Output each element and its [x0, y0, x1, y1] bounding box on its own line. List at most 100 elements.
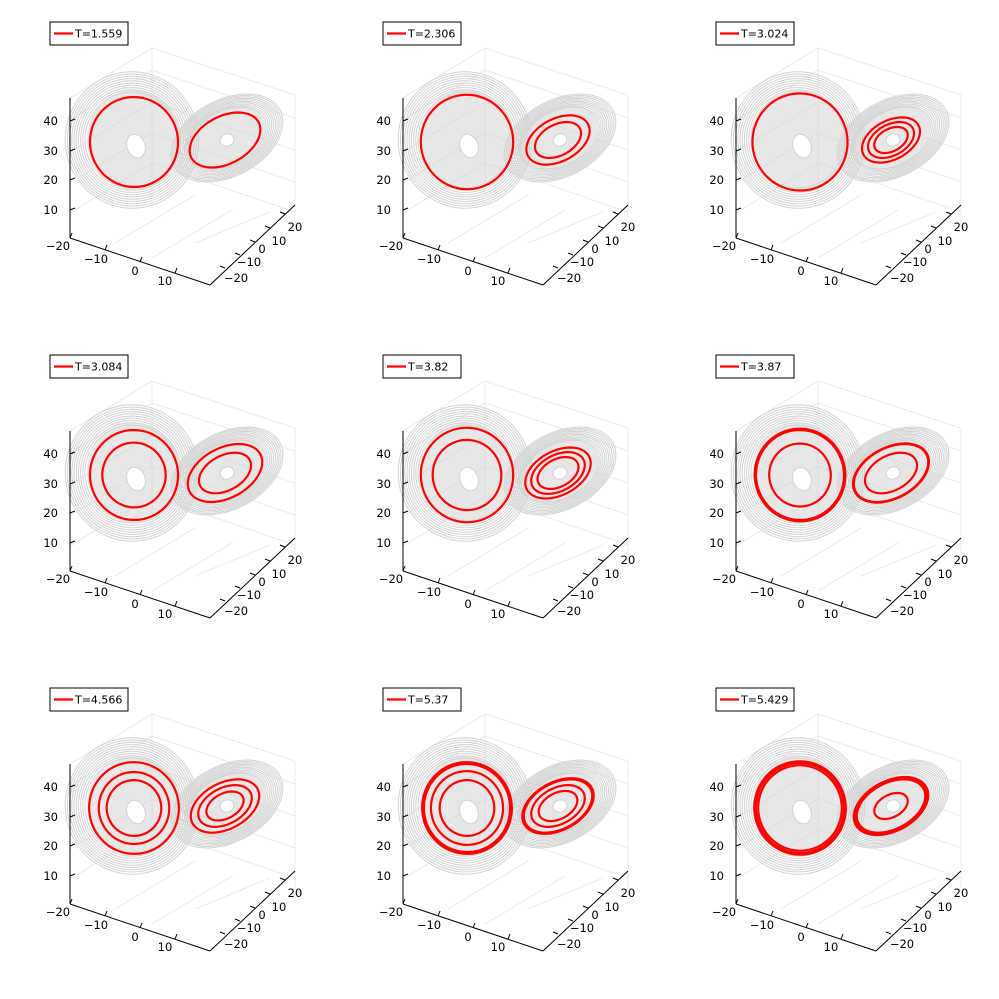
y-tick-label: −20 [890, 271, 914, 285]
attractor-left-lobe [77, 750, 187, 862]
y-tick [945, 877, 952, 881]
panel-2: 10 20 30 40 −20 −10 0 10 20 10 0 −10 −20 T=2.306 [333, 0, 666, 333]
z-tick [69, 510, 76, 514]
z-tick-label: 10 [376, 536, 391, 550]
orbit-loop-right [536, 456, 580, 490]
attractor-left-lobe [737, 744, 859, 868]
legend-box [49, 687, 129, 712]
legend: T=3.82 [382, 354, 462, 379]
y-tick-label: 10 [605, 567, 620, 581]
legend-label: T=4.566 [74, 694, 122, 707]
y-tick [885, 598, 892, 602]
attractor-left-lobe [732, 406, 864, 540]
z-tick [69, 148, 76, 152]
x-tick [104, 244, 108, 251]
z-tick [735, 118, 742, 122]
orbit-loop-left [419, 93, 515, 191]
attractor-hole-left [792, 133, 812, 159]
y-tick-label: 10 [938, 900, 953, 914]
attractor-left-lobe [66, 739, 198, 873]
grid-line [114, 527, 196, 577]
z-tick [402, 510, 409, 514]
x-tick [805, 589, 809, 596]
y-tick-label: 0 [591, 908, 598, 922]
panel-8: 10 20 30 40 −20 −10 0 10 20 10 0 −10 −20 T=5.37 [333, 666, 666, 999]
z-tick [402, 843, 409, 847]
z-tick-label: 20 [709, 839, 724, 853]
x-tick-label: 0 [464, 930, 471, 944]
legend-label: T=1.559 [74, 28, 122, 41]
axis-line [209, 870, 296, 952]
x-tick [472, 256, 476, 263]
attractor-left-lobe [408, 415, 522, 531]
attractor-left-lobe [741, 415, 855, 531]
grid-line [817, 875, 899, 925]
y-tick-label: 20 [621, 553, 636, 567]
grid-line [780, 527, 862, 577]
grid-line [194, 877, 271, 910]
z-tick-label: 10 [709, 203, 724, 217]
attractor-left-lobe [404, 411, 526, 535]
orbit-loop-right [186, 442, 264, 504]
z-tick-label: 30 [43, 477, 58, 491]
x-tick [507, 933, 511, 940]
z-tick-label: 30 [709, 144, 724, 158]
orbit-loop-left [105, 779, 163, 837]
orbit-loop-left [97, 770, 171, 846]
z-tick-label: 20 [43, 506, 58, 520]
x-tick [437, 244, 441, 251]
grid-line [151, 47, 296, 96]
legend-label: T=3.024 [740, 28, 788, 41]
z-tick-label: 30 [43, 144, 58, 158]
x-tick [735, 232, 739, 239]
grid-line [114, 194, 196, 244]
y-tick [900, 585, 907, 589]
attractor-right-lobe [842, 763, 944, 845]
attractor-right-lobe [505, 760, 615, 848]
grid-line [402, 380, 486, 432]
attractor-right-lobe [838, 760, 948, 848]
grid-line [484, 380, 629, 429]
attractor-right-lobe [840, 762, 946, 846]
z-tick [69, 540, 76, 544]
orbit-loop-left [754, 762, 846, 854]
x-tick [69, 232, 73, 239]
legend-box [715, 354, 795, 379]
axis-line [209, 204, 296, 286]
attractor-left-lobe [413, 87, 517, 193]
z-tick-label: 30 [376, 477, 391, 491]
x-tick [437, 577, 441, 584]
y-tick-label: −10 [903, 588, 927, 602]
z-tick-label: 20 [43, 173, 58, 187]
x-tick-label: −10 [750, 918, 774, 932]
x-tick [770, 577, 774, 584]
grid-line [447, 527, 529, 577]
z-tick-label: 10 [709, 536, 724, 550]
x-tick-label: 0 [131, 930, 138, 944]
attractor-right-lobe [177, 765, 277, 843]
y-tick-label: 0 [591, 242, 598, 256]
attractor-left-lobe [732, 73, 864, 207]
x-tick [437, 910, 441, 917]
x-tick-label: −10 [417, 918, 441, 932]
grid-line [194, 544, 271, 577]
y-tick [945, 211, 952, 215]
y-tick [249, 905, 256, 909]
x-tick [402, 898, 406, 905]
axis-line [875, 870, 962, 952]
attractor-right-lobe [510, 432, 610, 510]
attractor-hole-left [126, 133, 146, 159]
x-tick [805, 922, 809, 929]
y-tick [885, 931, 892, 935]
y-tick-label: 0 [258, 908, 265, 922]
attractor-right-lobe [507, 762, 613, 846]
orbit-loop-right [197, 451, 253, 495]
grid-line [860, 211, 937, 244]
x-tick-label: −10 [84, 252, 108, 266]
periodic-orbit [419, 426, 592, 524]
x-tick [507, 600, 511, 607]
attractor-right-lobe [512, 766, 608, 842]
